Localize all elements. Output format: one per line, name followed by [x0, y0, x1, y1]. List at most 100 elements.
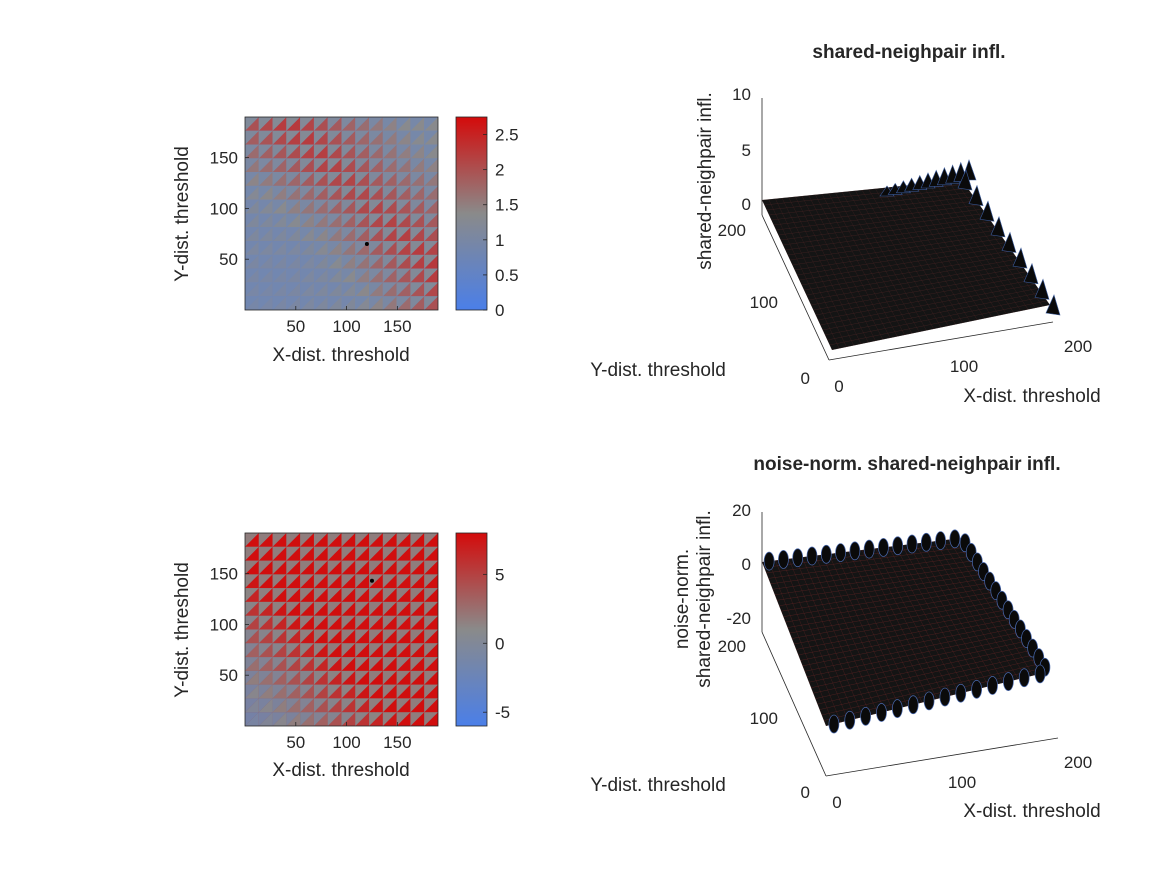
heatmap-cell [313, 684, 328, 699]
heatmap-cell [272, 560, 287, 575]
heatmap-cell [286, 615, 301, 630]
surface-ripple [860, 707, 871, 726]
surface-1-zlabel: shared-neighpair infl. [695, 92, 716, 269]
surface-2-xtick: 0 [832, 793, 841, 812]
surface-spike [1034, 278, 1050, 300]
heatmap-cell [424, 144, 438, 159]
heatmap-2-marker [369, 578, 374, 583]
heatmap-cell [272, 588, 287, 602]
mesh-line [806, 258, 1018, 296]
heatmap-cell [286, 282, 301, 297]
heatmap-cell [355, 712, 370, 726]
heatmap-cell [258, 199, 273, 214]
heatmap-cell [313, 588, 328, 602]
mesh-line [808, 263, 1021, 301]
heatmap-cell [258, 657, 273, 671]
heatmap-cell [355, 533, 370, 547]
heatmap-cell [396, 241, 411, 255]
mesh-line [771, 196, 974, 221]
heatmap-cell [396, 199, 411, 214]
heatmap-cell [396, 117, 411, 131]
heatmap-cell [313, 268, 328, 283]
heatmap-cell [327, 670, 342, 685]
heatmap-cell [286, 172, 301, 186]
heatmap-cell [341, 144, 356, 159]
heatmap-cell [355, 657, 370, 671]
heatmap-cell [382, 533, 397, 547]
mesh-line [824, 292, 1042, 336]
heatmap-cell [245, 629, 259, 644]
surface-ripple [987, 676, 998, 695]
heatmap-cell [258, 296, 273, 310]
heatmap-cell [258, 117, 273, 131]
heatmap-cell [300, 172, 314, 186]
heatmap-cell [355, 643, 370, 658]
heatmap-cell [369, 643, 383, 658]
heatmap-cell [313, 241, 328, 255]
heatmap-cell [396, 241, 411, 255]
heatmap-cell [327, 241, 342, 255]
heatmap-cell [355, 268, 370, 283]
heatmap-cell [410, 158, 425, 173]
heatmap-cell [286, 684, 301, 699]
heatmap-cell [410, 199, 425, 214]
heatmap-1-marker [364, 241, 369, 246]
heatmap-ytick-label: 50 [219, 250, 238, 269]
surface-ripple [923, 691, 935, 711]
heatmap-cell [313, 158, 328, 173]
surface-2-ripple-edges [763, 529, 1051, 734]
heatmap-cell [245, 684, 259, 699]
heatmap-cell [245, 601, 259, 616]
heatmap-cell [286, 601, 301, 616]
heatmap-cell [272, 117, 287, 131]
heatmap-cell [272, 615, 287, 630]
heatmap-cell [313, 670, 328, 685]
mesh-line [819, 658, 1040, 710]
heatmap-cell [245, 172, 259, 186]
heatmap-cell [286, 213, 301, 228]
heatmap-1-frame [244, 116, 439, 311]
heatmap-cell [300, 144, 314, 159]
mesh-line [815, 649, 1034, 699]
heatmap-cell [258, 241, 273, 255]
heatmap-cell [286, 643, 301, 658]
heatmap-cell [313, 213, 328, 228]
heatmap-cell [300, 615, 314, 630]
surface-1-title: shared-neighpair infl. [812, 42, 1005, 63]
heatmap-cell [355, 144, 370, 159]
surface-1-spikes [879, 159, 1061, 316]
heatmap-cell [286, 601, 301, 616]
heatmap-cell [286, 268, 301, 283]
heatmap-cell [313, 629, 328, 644]
heatmap-cell [355, 533, 370, 547]
heatmap-cell [341, 213, 356, 228]
heatmap-cell [327, 227, 342, 242]
heatmap-cell [410, 144, 425, 159]
heatmap-cell [272, 533, 287, 547]
heatmap-cell [272, 172, 287, 186]
heatmap-cell [272, 213, 287, 228]
mesh-line [776, 569, 983, 601]
heatmap-cell [355, 560, 370, 575]
heatmap-cell [410, 158, 425, 173]
heatmap-cell [355, 712, 370, 726]
heatmap-cell [245, 712, 259, 726]
heatmap-cell [272, 241, 287, 255]
heatmap-cell [396, 657, 411, 671]
heatmap-cell [272, 241, 287, 255]
heatmap-cell [313, 144, 328, 159]
heatmap-1: 50 100 150 50 100 150 X-dist. threshold Y-di… [172, 116, 519, 366]
heatmap-cell [410, 185, 425, 200]
heatmap-cell [258, 546, 273, 561]
heatmap-cell [286, 546, 301, 561]
heatmap-cell [245, 130, 259, 145]
mesh-line [772, 560, 977, 590]
heatmap-cell [341, 172, 356, 186]
heatmap-cell [369, 172, 383, 186]
heatmap-cell [327, 546, 342, 561]
heatmap-cell [369, 227, 383, 242]
surface-ripple [892, 699, 903, 718]
heatmap-cell [382, 601, 397, 616]
heatmap-cell [382, 254, 397, 269]
heatmap-cell [313, 546, 328, 561]
